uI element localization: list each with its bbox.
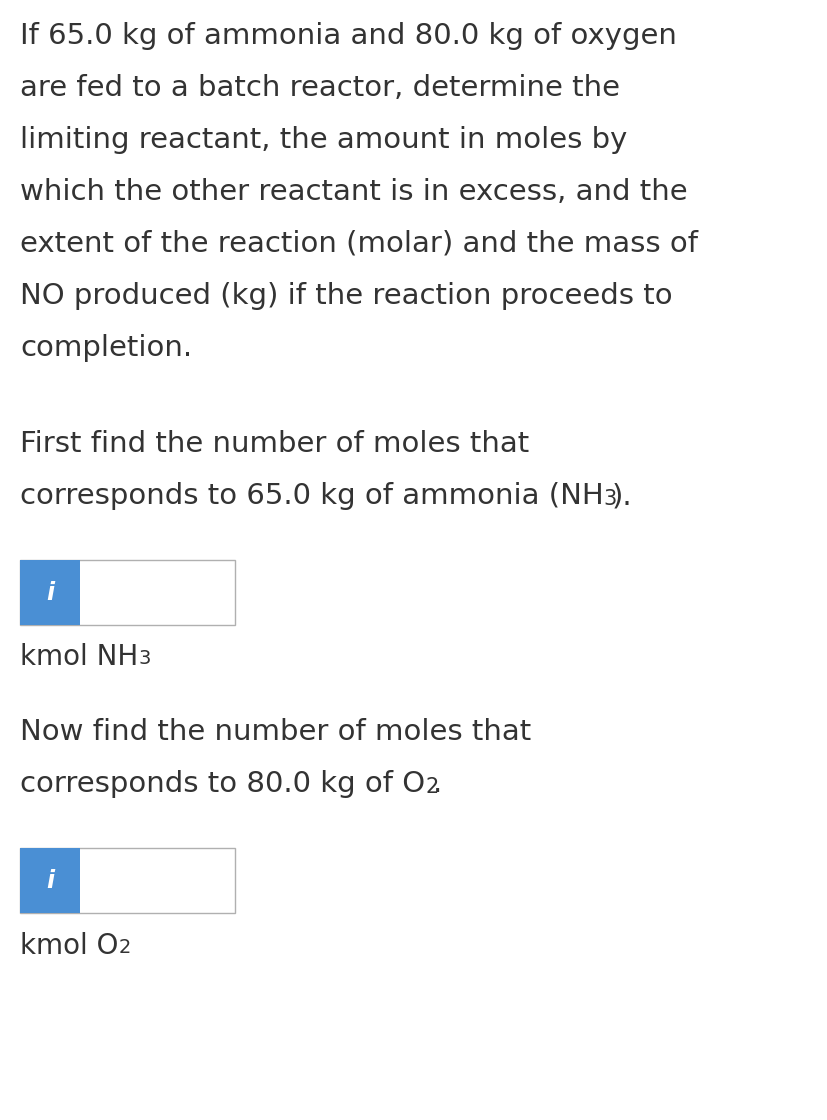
Text: 3: 3 <box>138 648 151 668</box>
Text: If 65.0 kg of ammonia and 80.0 kg of oxygen: If 65.0 kg of ammonia and 80.0 kg of oxy… <box>20 22 676 50</box>
Text: corresponds to 80.0 kg of O: corresponds to 80.0 kg of O <box>20 771 424 797</box>
Text: 2: 2 <box>424 777 437 797</box>
Text: extent of the reaction (molar) and the mass of: extent of the reaction (molar) and the m… <box>20 230 697 258</box>
Text: 3: 3 <box>603 489 616 508</box>
Text: are fed to a batch reactor, determine the: are fed to a batch reactor, determine th… <box>20 74 619 102</box>
Text: completion.: completion. <box>20 334 192 362</box>
Text: Now find the number of moles that: Now find the number of moles that <box>20 718 531 746</box>
Text: First find the number of moles that: First find the number of moles that <box>20 430 528 458</box>
Text: i: i <box>45 868 54 893</box>
Text: kmol NH: kmol NH <box>20 643 138 671</box>
Text: limiting reactant, the amount in moles by: limiting reactant, the amount in moles b… <box>20 127 627 155</box>
Text: .: . <box>433 771 442 797</box>
Text: NO produced (kg) if the reaction proceeds to: NO produced (kg) if the reaction proceed… <box>20 282 672 310</box>
Text: corresponds to 65.0 kg of ammonia (NH: corresponds to 65.0 kg of ammonia (NH <box>20 482 603 510</box>
Text: which the other reactant is in excess, and the: which the other reactant is in excess, a… <box>20 178 686 206</box>
Text: i: i <box>45 580 54 605</box>
Text: 2: 2 <box>118 939 131 956</box>
Text: ).: ). <box>611 482 632 510</box>
Text: kmol O: kmol O <box>20 932 118 960</box>
